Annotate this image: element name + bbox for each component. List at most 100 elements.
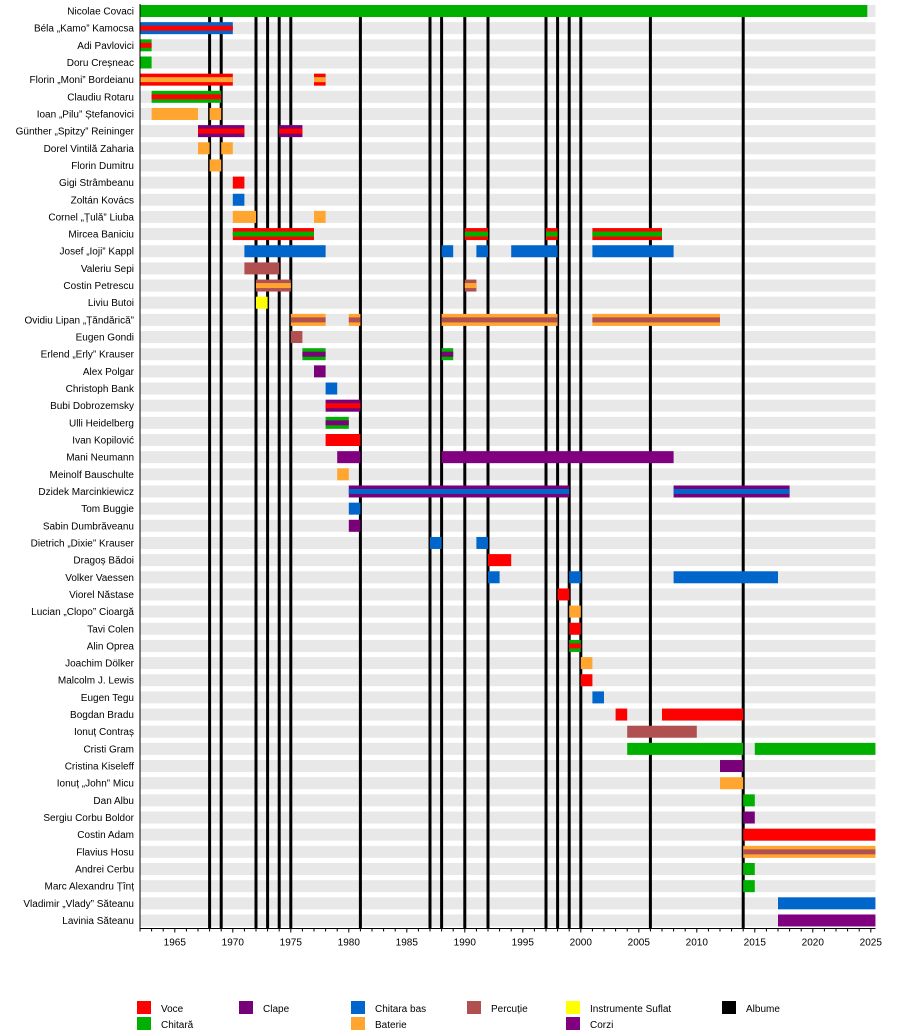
bar-stripe-voce [140, 25, 233, 31]
member-name: Joachim Dölker [65, 659, 135, 670]
row-background [140, 468, 876, 481]
x-axis: 1965 1970 1975 1980 1985 1990 1995 2000 2005 2010… [139, 4, 883, 948]
bar-stripe-voce [140, 42, 152, 48]
member-name: Alex Polgar [83, 367, 135, 378]
row-background [140, 56, 876, 69]
member-name: Adi Pavlovici [77, 41, 134, 52]
member-name: Meinolf Bauschulte [50, 470, 135, 481]
x-tick-label: 2000 [570, 937, 593, 948]
legend-label: Baterie [375, 1020, 407, 1031]
bar-voce [743, 828, 876, 841]
row-background [140, 794, 876, 807]
member-name: Volker Vaessen [65, 573, 134, 584]
member-name: Costin Adam [77, 830, 134, 841]
bar-voce [557, 588, 570, 601]
row-background [140, 142, 876, 155]
bar-instrumente-suflat [256, 296, 268, 309]
bar-baterie [337, 468, 349, 481]
member-name: Christoph Bank [66, 384, 135, 395]
member-name: Mani Neumann [66, 453, 134, 464]
row-background [140, 588, 876, 601]
bar-chitara-bas [430, 536, 442, 549]
bar-baterie [221, 142, 233, 155]
member-name: Eugen Tegu [81, 693, 134, 704]
x-tick-label: 2005 [628, 937, 651, 948]
bar-chitara-bas [232, 193, 245, 206]
bar-chitară [140, 56, 152, 69]
bar-stripe-percuție [743, 849, 876, 855]
bar-baterie [209, 159, 222, 172]
bar-chitară [754, 742, 876, 755]
bar-stripe-percuție [348, 317, 361, 323]
member-name: Josef „Ioji” Kappl [60, 247, 134, 258]
bar-chitara-bas [778, 897, 876, 910]
member-name: Claudiu Rotaru [67, 92, 134, 103]
member-names: Nicolae Covaci Béla „Kamo” Kamocsa Adi Pav… [16, 7, 135, 927]
member-name: Tavi Colen [87, 624, 134, 635]
bar-stripe-baterie [464, 283, 477, 289]
bar-chitara-bas [325, 382, 338, 395]
bar-chitara-bas [244, 245, 326, 258]
bar-stripe-baterie [314, 77, 326, 83]
bar-voce [662, 708, 744, 721]
member-name: Günther „Spitzy” Reininger [16, 127, 135, 138]
bar-stripe-voce [279, 128, 303, 134]
bar-clape [743, 811, 755, 824]
bar-clape [348, 519, 361, 532]
member-name: Viorel Năstase [69, 590, 134, 601]
bar-chitară [743, 880, 755, 893]
member-name: Costin Petrescu [63, 281, 134, 292]
legend-label: Chitară [161, 1020, 194, 1031]
bar-percuție [244, 262, 280, 275]
x-tick-label: 2020 [802, 937, 825, 948]
row-background [140, 365, 876, 378]
x-tick-label: 1985 [396, 937, 419, 948]
bar-baterie [569, 605, 581, 618]
row-background [140, 159, 876, 172]
album-lines [208, 17, 745, 929]
row-background [140, 725, 876, 738]
row-background [140, 519, 876, 532]
row-background [140, 228, 876, 241]
member-name: Béla „Kamo” Kamocsa [34, 24, 134, 35]
legend-label: Percuție [491, 1004, 528, 1015]
bar-stripe-chitara-bas [673, 488, 790, 494]
member-name: Cornel „Țulă” Liuba [48, 212, 134, 223]
row-backgrounds [140, 5, 876, 927]
bar-voce [325, 434, 361, 446]
member-name: Lucian „Clopo” Cioargă [31, 607, 134, 618]
bar-clape [720, 760, 744, 773]
bar-chitara-bas [488, 571, 500, 584]
legend-label: Albume [746, 1004, 780, 1015]
bar-chitară [627, 742, 744, 755]
legend-swatch [137, 1001, 151, 1014]
row-background [140, 502, 876, 515]
member-name: Doru Creșneac [67, 58, 134, 69]
bar-baterie [232, 210, 256, 223]
bar-stripe-percuție [290, 317, 326, 323]
row-background [140, 897, 876, 910]
row-background [140, 605, 876, 618]
bar-baterie [314, 210, 326, 223]
bar-chitară [743, 794, 755, 807]
row-background [140, 382, 876, 395]
row-background [140, 193, 876, 206]
member-name: Ionuț „John” Micu [57, 779, 134, 790]
row-background [140, 914, 876, 927]
bar-chitara-bas [476, 245, 488, 258]
legend-swatch [467, 1001, 481, 1014]
x-tick-label: 2025 [860, 937, 883, 948]
legend-label: Instrumente Suflat [590, 1004, 671, 1015]
row-background [140, 828, 876, 841]
bar-stripe-voce [569, 643, 581, 649]
bar-stripe-chitară [464, 231, 488, 237]
row-background [140, 845, 876, 858]
member-name: Alin Oprea [87, 641, 135, 652]
bar-chitara-bas [673, 571, 778, 584]
x-tick-label: 2015 [744, 937, 767, 948]
member-bars [140, 5, 876, 927]
bar-chitara-bas [511, 245, 558, 258]
bar-voce [615, 708, 628, 721]
legend-label: Clape [263, 1004, 290, 1015]
row-background [140, 760, 876, 773]
